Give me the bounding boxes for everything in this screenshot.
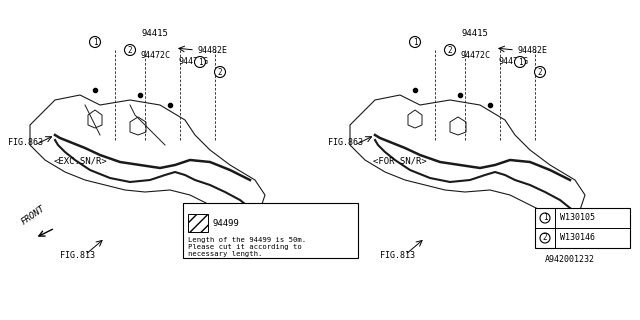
Circle shape <box>195 57 205 68</box>
Text: 1: 1 <box>413 37 417 46</box>
Text: 94499: 94499 <box>212 219 239 228</box>
Text: FIG.813: FIG.813 <box>60 251 95 260</box>
Text: FIG.813: FIG.813 <box>380 251 415 260</box>
Circle shape <box>90 36 100 47</box>
Text: 94482E: 94482E <box>517 45 547 54</box>
Text: 1: 1 <box>198 58 202 67</box>
Circle shape <box>125 44 136 55</box>
Text: <FOR SN/R>: <FOR SN/R> <box>373 156 427 165</box>
Bar <box>188 214 208 232</box>
Text: W130146: W130146 <box>560 234 595 243</box>
Text: 1: 1 <box>93 37 97 46</box>
Text: 2: 2 <box>128 45 132 54</box>
Text: 2: 2 <box>543 234 547 243</box>
Circle shape <box>534 67 545 77</box>
Circle shape <box>410 36 420 47</box>
Circle shape <box>540 233 550 243</box>
Text: 94415: 94415 <box>141 29 168 38</box>
Text: 2: 2 <box>538 68 542 76</box>
Text: FRONT: FRONT <box>20 204 47 227</box>
Text: FIG.863: FIG.863 <box>8 138 43 147</box>
Circle shape <box>515 57 525 68</box>
Text: 94472G: 94472G <box>178 57 208 66</box>
Text: Length of the 94499 is 50m.
Please cut it according to
necessary length.: Length of the 94499 is 50m. Please cut i… <box>188 237 306 257</box>
Text: 94482E: 94482E <box>197 45 227 54</box>
Text: 94472G: 94472G <box>498 57 528 66</box>
Text: W130105: W130105 <box>560 213 595 222</box>
Circle shape <box>445 44 456 55</box>
Text: 94415: 94415 <box>461 29 488 38</box>
Bar <box>535 208 630 248</box>
Text: 94472C: 94472C <box>460 51 490 60</box>
Text: 94472C: 94472C <box>140 51 170 60</box>
Text: 1: 1 <box>518 58 522 67</box>
Text: 2: 2 <box>448 45 452 54</box>
Text: <EXC.SN/R>: <EXC.SN/R> <box>53 156 107 165</box>
Text: FIG.863: FIG.863 <box>328 138 363 147</box>
Text: A942001232: A942001232 <box>545 255 595 264</box>
Text: 1: 1 <box>543 213 547 222</box>
Text: 2: 2 <box>218 68 222 76</box>
Bar <box>183 203 358 258</box>
Circle shape <box>214 67 225 77</box>
Circle shape <box>540 213 550 223</box>
